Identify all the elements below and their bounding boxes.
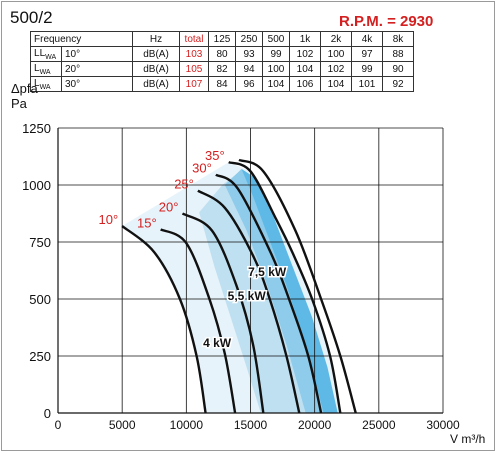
angle-label: 30° [192, 161, 212, 176]
y-tick-label: 1000 [22, 178, 51, 193]
angle-label: 35° [205, 148, 225, 163]
angle-cell: 30° [61, 76, 133, 92]
band-cell: 92 [382, 76, 414, 92]
y-tick-label: 750 [29, 235, 51, 250]
angle-label: 10° [98, 212, 118, 227]
x-tick-label: 10000 [170, 418, 204, 432]
y-tick-label: 1250 [22, 121, 51, 136]
fan-curve-6 [238, 158, 357, 414]
power-label: 5,5 kW [228, 289, 267, 303]
lwa-text: LWA [39, 47, 57, 61]
noise-row-30: LWA 30° dB(A) 107 84 96 104 106 104 101 … [30, 76, 414, 92]
fan-curve-4 [215, 173, 323, 414]
angle-label: 20° [159, 200, 179, 215]
fan-curve-5 [228, 161, 342, 414]
fan-curve-3 [197, 189, 301, 414]
x-tick-label: 5000 [109, 418, 136, 432]
fan-curve-2 [181, 212, 265, 414]
band-cell: 104 [320, 76, 352, 92]
x-tick-label: 15000 [234, 418, 268, 432]
chart-frame [1, 1, 495, 451]
noise-table: Frequency Hz total 125 250 500 1k 2k 4k … [30, 31, 414, 92]
fan-curve-1 [160, 228, 237, 414]
power-label: 7,5 kW [248, 265, 287, 279]
lwa-text: LWA [34, 62, 51, 76]
power-band-3 [241, 169, 338, 413]
angle-label: 15° [137, 215, 157, 230]
y-tick-label: 250 [29, 349, 51, 364]
x-tick-label: 30000 [426, 418, 460, 432]
x-axis-label: V m³/h [450, 432, 486, 446]
x-tick-label: 0 [55, 418, 62, 432]
fan-curve-0 [121, 225, 207, 414]
lwa-text: LWA [34, 77, 51, 91]
power-label: 4 kW [203, 336, 232, 350]
model-title: 500/2 [10, 8, 53, 27]
angle-label: 25° [174, 177, 194, 192]
band-cell: 106 [289, 76, 321, 92]
y-tick-label: 500 [29, 292, 51, 307]
x-tick-label: 20000 [298, 418, 332, 432]
lwa-label: LWA [30, 76, 62, 92]
y-axis-label: Δpfa [11, 81, 38, 96]
y-tick-label: 0 [44, 406, 51, 421]
x-tick-label: 25000 [362, 418, 396, 432]
noise-table-header-row: Frequency Hz total 125 250 500 1k 2k 4k … [30, 31, 414, 47]
y-axis-unit: Pa [11, 96, 27, 111]
rpm-label: R.P.M. = 2930 [339, 13, 434, 30]
